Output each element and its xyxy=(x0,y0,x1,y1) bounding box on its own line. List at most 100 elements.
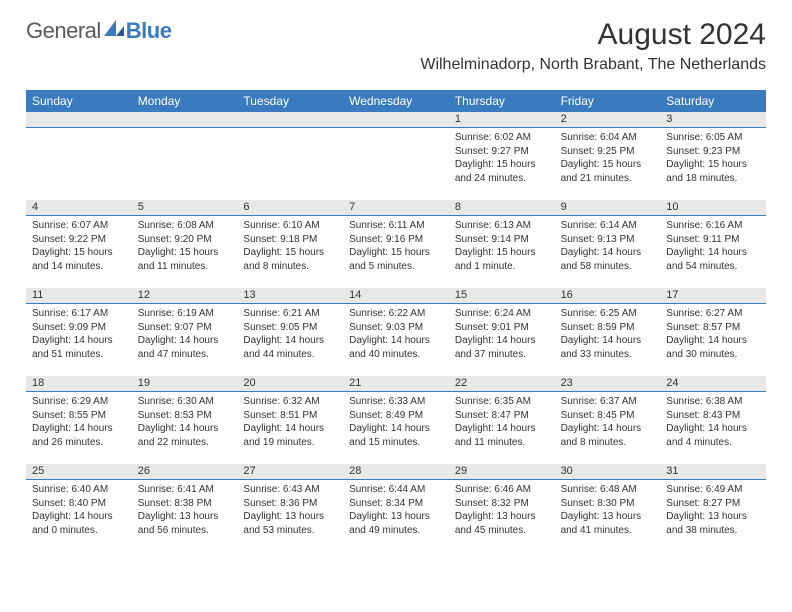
day-content: Sunrise: 6:17 AMSunset: 9:09 PMDaylight:… xyxy=(26,304,132,365)
day-number: 15 xyxy=(449,288,555,304)
day-cell xyxy=(237,112,343,200)
sunrise-text: Sunrise: 6:49 AM xyxy=(666,483,760,497)
day-cell: 25Sunrise: 6:40 AMSunset: 8:40 PMDayligh… xyxy=(26,464,132,552)
sunset-text: Sunset: 8:36 PM xyxy=(243,497,337,511)
daylight-text-line2: and 56 minutes. xyxy=(138,524,232,538)
day-cell: 10Sunrise: 6:16 AMSunset: 9:11 PMDayligh… xyxy=(660,200,766,288)
day-content: Sunrise: 6:22 AMSunset: 9:03 PMDaylight:… xyxy=(343,304,449,365)
day-content: Sunrise: 6:16 AMSunset: 9:11 PMDaylight:… xyxy=(660,216,766,277)
day-number: 27 xyxy=(237,464,343,480)
day-content: Sunrise: 6:33 AMSunset: 8:49 PMDaylight:… xyxy=(343,392,449,453)
daylight-text-line2: and 37 minutes. xyxy=(455,348,549,362)
daylight-text-line2: and 54 minutes. xyxy=(666,260,760,274)
week-row: 4Sunrise: 6:07 AMSunset: 9:22 PMDaylight… xyxy=(26,200,766,288)
day-cell: 24Sunrise: 6:38 AMSunset: 8:43 PMDayligh… xyxy=(660,376,766,464)
sunset-text: Sunset: 8:53 PM xyxy=(138,409,232,423)
daylight-text-line2: and 58 minutes. xyxy=(561,260,655,274)
day-cell: 12Sunrise: 6:19 AMSunset: 9:07 PMDayligh… xyxy=(132,288,238,376)
day-cell: 13Sunrise: 6:21 AMSunset: 9:05 PMDayligh… xyxy=(237,288,343,376)
day-number: 6 xyxy=(237,200,343,216)
sunrise-text: Sunrise: 6:02 AM xyxy=(455,131,549,145)
sunrise-text: Sunrise: 6:07 AM xyxy=(32,219,126,233)
day-cell: 3Sunrise: 6:05 AMSunset: 9:23 PMDaylight… xyxy=(660,112,766,200)
sunrise-text: Sunrise: 6:44 AM xyxy=(349,483,443,497)
daylight-text-line1: Daylight: 14 hours xyxy=(455,334,549,348)
day-cell: 5Sunrise: 6:08 AMSunset: 9:20 PMDaylight… xyxy=(132,200,238,288)
daylight-text-line1: Daylight: 15 hours xyxy=(32,246,126,260)
day-number xyxy=(26,112,132,128)
day-cell: 14Sunrise: 6:22 AMSunset: 9:03 PMDayligh… xyxy=(343,288,449,376)
daylight-text-line1: Daylight: 14 hours xyxy=(32,334,126,348)
sunset-text: Sunset: 8:43 PM xyxy=(666,409,760,423)
sunrise-text: Sunrise: 6:35 AM xyxy=(455,395,549,409)
day-cell: 9Sunrise: 6:14 AMSunset: 9:13 PMDaylight… xyxy=(555,200,661,288)
daylight-text-line1: Daylight: 14 hours xyxy=(243,334,337,348)
day-number: 20 xyxy=(237,376,343,392)
day-number: 17 xyxy=(660,288,766,304)
week-row: 1Sunrise: 6:02 AMSunset: 9:27 PMDaylight… xyxy=(26,112,766,200)
sunrise-text: Sunrise: 6:10 AM xyxy=(243,219,337,233)
daylight-text-line2: and 47 minutes. xyxy=(138,348,232,362)
sunrise-text: Sunrise: 6:25 AM xyxy=(561,307,655,321)
daylight-text-line2: and 8 minutes. xyxy=(561,436,655,450)
day-number: 5 xyxy=(132,200,238,216)
weekday-header: Saturday xyxy=(660,90,766,112)
day-number: 19 xyxy=(132,376,238,392)
daylight-text-line2: and 18 minutes. xyxy=(666,172,760,186)
daylight-text-line1: Daylight: 13 hours xyxy=(455,510,549,524)
sunset-text: Sunset: 8:32 PM xyxy=(455,497,549,511)
daylight-text-line2: and 45 minutes. xyxy=(455,524,549,538)
day-number xyxy=(132,112,238,128)
daylight-text-line1: Daylight: 15 hours xyxy=(561,158,655,172)
day-content: Sunrise: 6:14 AMSunset: 9:13 PMDaylight:… xyxy=(555,216,661,277)
day-number: 14 xyxy=(343,288,449,304)
sunset-text: Sunset: 8:55 PM xyxy=(32,409,126,423)
calendar: SundayMondayTuesdayWednesdayThursdayFrid… xyxy=(26,90,766,552)
weekday-header-row: SundayMondayTuesdayWednesdayThursdayFrid… xyxy=(26,90,766,112)
day-cell xyxy=(132,112,238,200)
day-cell: 26Sunrise: 6:41 AMSunset: 8:38 PMDayligh… xyxy=(132,464,238,552)
day-content: Sunrise: 6:07 AMSunset: 9:22 PMDaylight:… xyxy=(26,216,132,277)
sunset-text: Sunset: 9:20 PM xyxy=(138,233,232,247)
sunset-text: Sunset: 9:22 PM xyxy=(32,233,126,247)
day-content: Sunrise: 6:13 AMSunset: 9:14 PMDaylight:… xyxy=(449,216,555,277)
sunrise-text: Sunrise: 6:29 AM xyxy=(32,395,126,409)
sunset-text: Sunset: 9:01 PM xyxy=(455,321,549,335)
day-content: Sunrise: 6:29 AMSunset: 8:55 PMDaylight:… xyxy=(26,392,132,453)
day-number: 7 xyxy=(343,200,449,216)
sunset-text: Sunset: 8:45 PM xyxy=(561,409,655,423)
sunset-text: Sunset: 9:07 PM xyxy=(138,321,232,335)
day-number: 3 xyxy=(660,112,766,128)
day-number: 30 xyxy=(555,464,661,480)
day-number: 25 xyxy=(26,464,132,480)
day-content: Sunrise: 6:21 AMSunset: 9:05 PMDaylight:… xyxy=(237,304,343,365)
sunrise-text: Sunrise: 6:11 AM xyxy=(349,219,443,233)
day-number: 18 xyxy=(26,376,132,392)
sunset-text: Sunset: 9:11 PM xyxy=(666,233,760,247)
sunrise-text: Sunrise: 6:17 AM xyxy=(32,307,126,321)
daylight-text-line1: Daylight: 14 hours xyxy=(666,334,760,348)
day-number: 26 xyxy=(132,464,238,480)
day-number: 16 xyxy=(555,288,661,304)
daylight-text-line1: Daylight: 14 hours xyxy=(349,334,443,348)
sunset-text: Sunset: 9:14 PM xyxy=(455,233,549,247)
day-content: Sunrise: 6:27 AMSunset: 8:57 PMDaylight:… xyxy=(660,304,766,365)
sunrise-text: Sunrise: 6:16 AM xyxy=(666,219,760,233)
daylight-text-line2: and 5 minutes. xyxy=(349,260,443,274)
day-content: Sunrise: 6:25 AMSunset: 8:59 PMDaylight:… xyxy=(555,304,661,365)
daylight-text-line1: Daylight: 14 hours xyxy=(561,246,655,260)
day-number xyxy=(237,112,343,128)
sunrise-text: Sunrise: 6:04 AM xyxy=(561,131,655,145)
sunrise-text: Sunrise: 6:32 AM xyxy=(243,395,337,409)
logo: General Blue xyxy=(26,18,171,44)
daylight-text-line2: and 40 minutes. xyxy=(349,348,443,362)
day-cell: 17Sunrise: 6:27 AMSunset: 8:57 PMDayligh… xyxy=(660,288,766,376)
sunrise-text: Sunrise: 6:41 AM xyxy=(138,483,232,497)
daylight-text-line1: Daylight: 13 hours xyxy=(666,510,760,524)
sunrise-text: Sunrise: 6:27 AM xyxy=(666,307,760,321)
daylight-text-line2: and 30 minutes. xyxy=(666,348,760,362)
day-cell: 30Sunrise: 6:48 AMSunset: 8:30 PMDayligh… xyxy=(555,464,661,552)
day-number: 22 xyxy=(449,376,555,392)
day-content: Sunrise: 6:40 AMSunset: 8:40 PMDaylight:… xyxy=(26,480,132,541)
daylight-text-line1: Daylight: 14 hours xyxy=(455,422,549,436)
